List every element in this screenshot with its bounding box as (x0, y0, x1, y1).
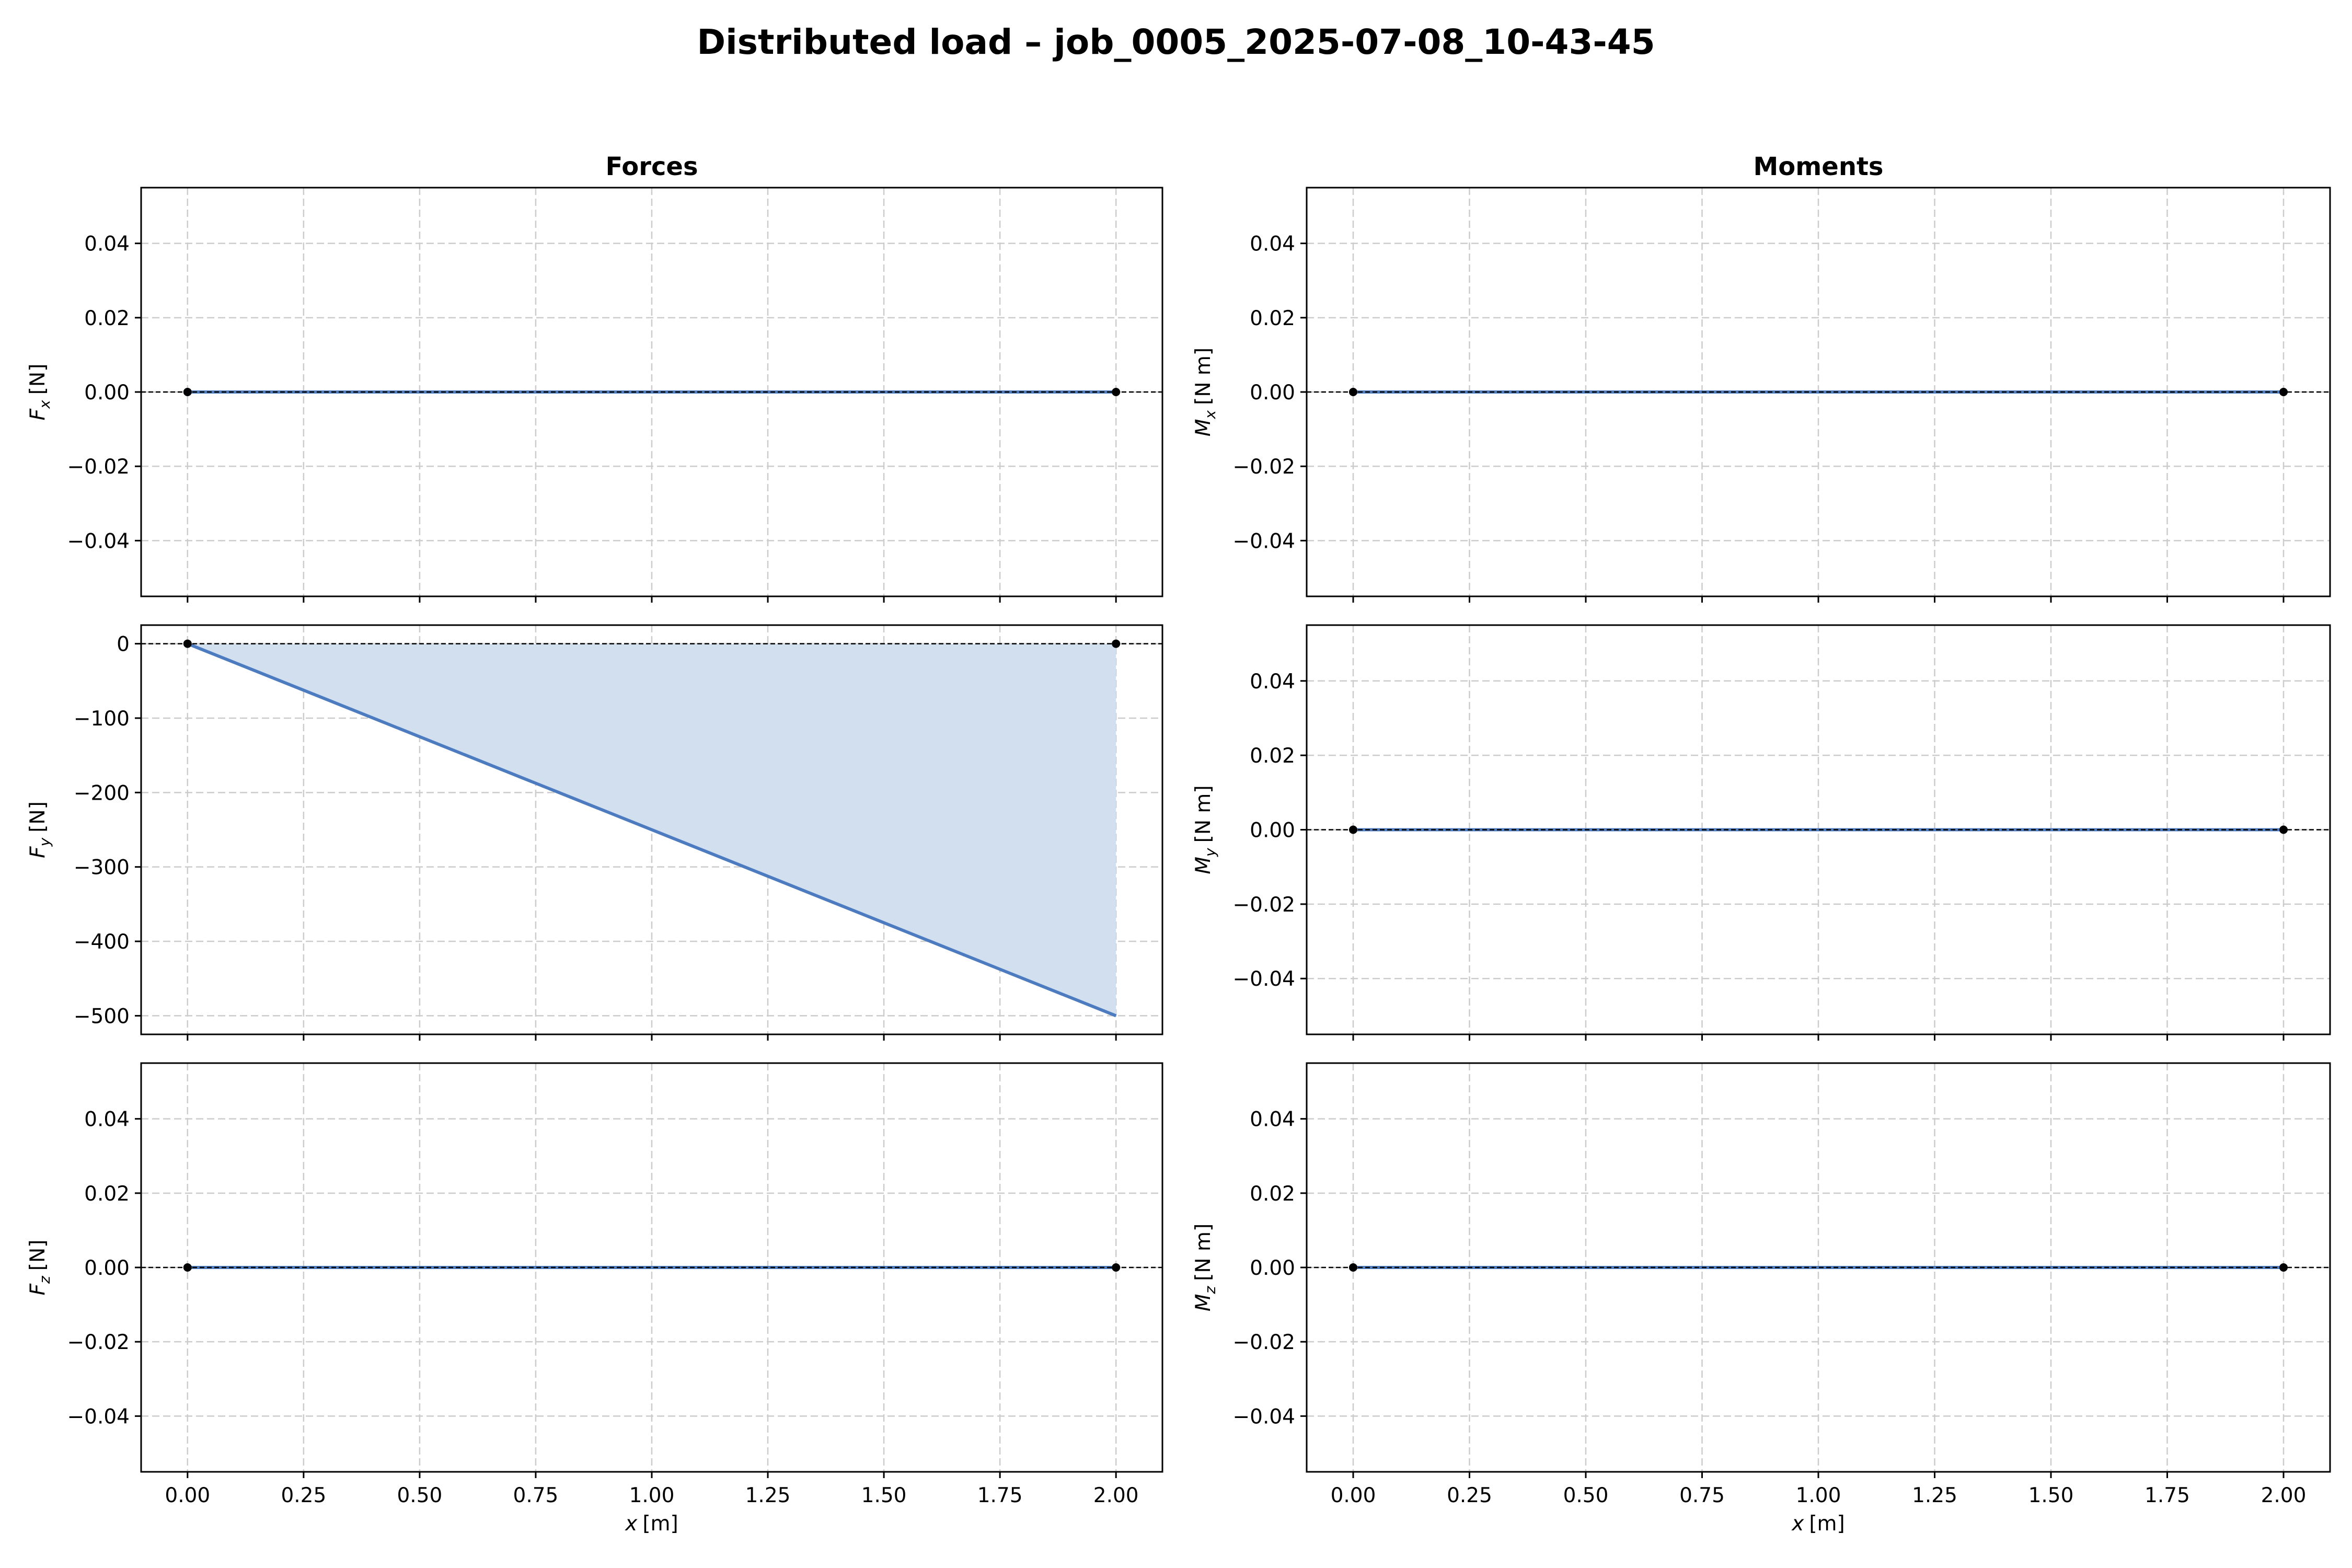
subplot-moments-row-1: 0.04 0.02 0.00 −0.02 −0.04 My[N m] (1192, 624, 2331, 1041)
y-axis-label: Mx[N m] (1192, 348, 1219, 436)
y-tick-label: 0.00 (84, 1256, 130, 1280)
x-tick-label: 1.75 (977, 1484, 1023, 1507)
figure-title: Distributed load – job_0005_2025-07-08_1… (697, 22, 1655, 62)
x-tick-label: 1.50 (861, 1484, 907, 1507)
y-axis-label: Fz[N] (26, 1240, 53, 1296)
subplot-forces-row-1: 0 −100 −200 −300 −400 −500 Fy[N] (26, 624, 1163, 1041)
subplot-forces-row-2: 0.04 0.02 0.00 −0.02 −0.04 0.00 0.25 0.50 0.75 1.… (26, 1062, 1163, 1536)
y-tick-label: −0.04 (1232, 529, 1295, 553)
y-tick-label: −0.04 (67, 529, 130, 553)
y-tick-label: −0.02 (67, 455, 130, 479)
y-axis-label: Fx[N] (26, 364, 53, 421)
x-tick-label: 0.25 (281, 1484, 326, 1507)
x-tick-label: 0.00 (165, 1484, 210, 1507)
endpoint-marker (1112, 639, 1121, 648)
load-line (187, 642, 1117, 1018)
x-tick-label: 0.25 (1447, 1484, 1492, 1507)
y-tick-label: −200 (74, 781, 130, 805)
endpoint-marker (183, 639, 192, 648)
x-tick-label: 1.00 (1796, 1484, 1841, 1507)
y-tick-label: −0.04 (1232, 1405, 1295, 1428)
y-tick-label: 0.04 (1250, 233, 1295, 256)
endpoint-marker (1349, 1263, 1357, 1272)
y-tick-label: 0.04 (84, 1108, 130, 1132)
y-tick-label: −0.02 (1232, 1331, 1295, 1354)
y-tick-label: −0.02 (1232, 455, 1295, 479)
y-tick-label: −100 (74, 707, 130, 731)
y-axis-label: Mz[N m] (1192, 1224, 1219, 1311)
endpoint-marker (1112, 1263, 1121, 1272)
y-tick-label: 0.04 (1250, 670, 1295, 694)
subplot-moments-row-0: 0.04 0.02 0.00 −0.02 −0.04 Mx[N m] (1192, 187, 2331, 603)
x-tick-label: 0.75 (1679, 1484, 1725, 1507)
y-tick-label: −500 (74, 1005, 130, 1028)
x-axis-label: x [m] (1791, 1512, 1845, 1536)
endpoint-marker (1349, 388, 1357, 396)
subplot-moments-row-2: 0.04 0.02 0.00 −0.02 −0.04 0.00 0.25 0.50 0.75 1.… (1192, 1062, 2331, 1536)
y-tick-label: 0.02 (1250, 744, 1295, 768)
y-tick-label: 0.04 (1250, 1108, 1295, 1132)
y-tick-label: 0.02 (84, 1182, 130, 1206)
y-tick-label: −0.04 (67, 1405, 130, 1428)
y-tick-label: −300 (74, 856, 130, 880)
subplot-forces-row-0: 0.04 0.02 0.00 −0.02 −0.04 Fx[N] (26, 187, 1163, 603)
x-axis-label: x [m] (624, 1512, 678, 1536)
x-tick-label: 0.50 (397, 1484, 442, 1507)
x-tick-label: 1.75 (2145, 1484, 2190, 1507)
endpoint-marker (2279, 1263, 2288, 1272)
y-tick-label: 0 (117, 633, 130, 656)
y-axis-label: My[N m] (1192, 785, 1219, 874)
y-tick-label: 0.02 (1250, 1182, 1295, 1206)
x-tick-label: 2.00 (1093, 1484, 1139, 1507)
endpoint-marker (1112, 388, 1121, 396)
x-tick-label: 1.25 (745, 1484, 791, 1507)
y-tick-label: 0.00 (1250, 1256, 1295, 1280)
y-tick-label: 0.02 (1250, 307, 1295, 330)
x-tick-label: 2.00 (2261, 1484, 2307, 1507)
endpoint-marker (2279, 388, 2288, 396)
endpoint-marker (1349, 825, 1357, 834)
x-tick-label: 1.00 (629, 1484, 675, 1507)
x-tick-label: 0.00 (1331, 1484, 1376, 1507)
x-tick-label: 0.50 (1563, 1484, 1609, 1507)
x-tick-label: 0.75 (513, 1484, 559, 1507)
x-tick-label: 1.25 (1912, 1484, 1957, 1507)
y-axis-label: Fy[N] (26, 801, 53, 858)
y-tick-label: 0.00 (84, 381, 130, 405)
column-title: Forces (605, 152, 698, 181)
x-tick-label: 1.50 (2028, 1484, 2074, 1507)
y-tick-label: −0.02 (1232, 893, 1295, 917)
y-tick-label: 0.00 (1250, 819, 1295, 843)
y-tick-label: −0.02 (67, 1331, 130, 1354)
column-title: Moments (1754, 152, 1884, 181)
endpoint-marker (183, 1263, 192, 1272)
y-tick-label: 0.04 (84, 233, 130, 256)
y-tick-label: −400 (74, 930, 130, 954)
y-tick-label: 0.00 (1250, 381, 1295, 405)
y-tick-label: 0.02 (84, 307, 130, 330)
endpoint-marker (183, 388, 192, 396)
y-tick-label: −0.04 (1232, 967, 1295, 991)
endpoint-marker (2279, 825, 2288, 834)
